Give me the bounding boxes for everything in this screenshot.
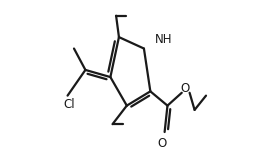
Text: NH: NH (155, 33, 172, 46)
Text: O: O (157, 137, 166, 150)
Text: Cl: Cl (63, 98, 75, 111)
Text: O: O (180, 82, 189, 95)
